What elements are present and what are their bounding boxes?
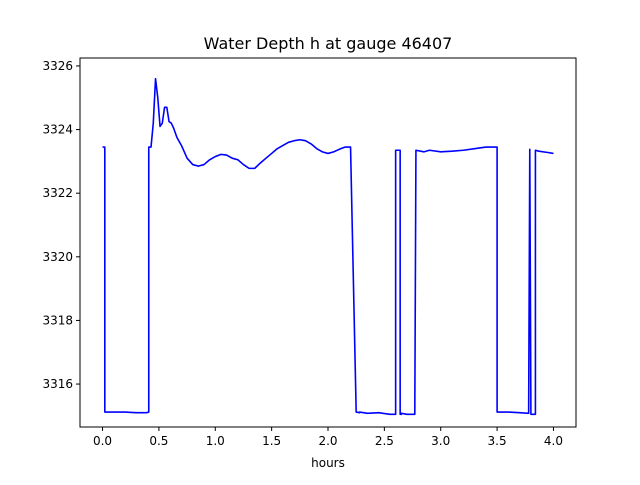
y-tick-label: 3326 [42,59,73,73]
x-tick-label: 1.5 [262,434,281,448]
x-tick-label: 3.5 [488,434,507,448]
x-axis-label: hours [311,456,345,470]
x-tick-label: 3.0 [431,434,450,448]
x-tick-label: 0.0 [93,434,112,448]
x-tick-label: 1.0 [206,434,225,448]
axes-frame [79,57,577,428]
y-tick-label: 3318 [42,313,73,327]
x-axis-ticks: 0.0 0.5 1.0 1.5 2.0 2.5 3.0 3.5 4.0 [93,427,563,448]
chart-title: Water Depth h at gauge 46407 [204,34,453,53]
y-axis-ticks: 3316 3318 3320 3322 3324 3326 [42,59,80,391]
x-tick-label: 2.5 [375,434,394,448]
plot-area [102,77,554,416]
y-tick-label: 3322 [42,186,73,200]
x-tick-label: 0.5 [149,434,168,448]
y-tick-label: 3324 [42,123,73,137]
y-tick-label: 3320 [42,250,73,264]
x-tick-label: 4.0 [544,434,563,448]
y-tick-label: 3316 [42,377,73,391]
x-tick-label: 2.0 [318,434,337,448]
series-line [102,77,554,416]
